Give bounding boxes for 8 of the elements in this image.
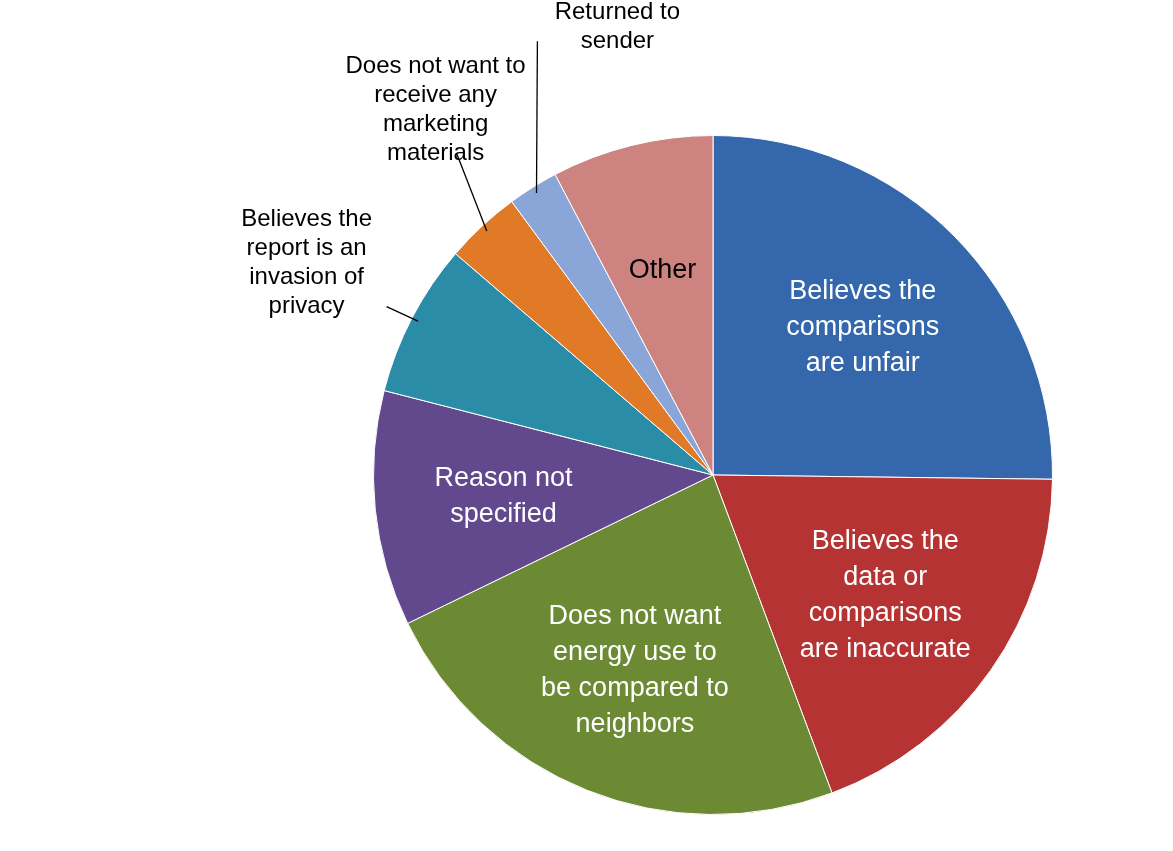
- slice-label: Reason not specified: [434, 461, 574, 528]
- slice-label: Believes the comparisons are unfair: [786, 274, 940, 377]
- slice-label: Returned to sender: [554, 0, 681, 53]
- slice-label: Believes the data or comparisons are inaccurate: [799, 525, 971, 664]
- slice-label: Believes the report is an invasion of privacy: [241, 204, 372, 319]
- slice-label: Other: [628, 254, 697, 285]
- slice-label: Does not want to receive any marketing materials: [345, 51, 526, 166]
- slice-label: Does not want energy use to be compared to neighbors: [541, 599, 729, 738]
